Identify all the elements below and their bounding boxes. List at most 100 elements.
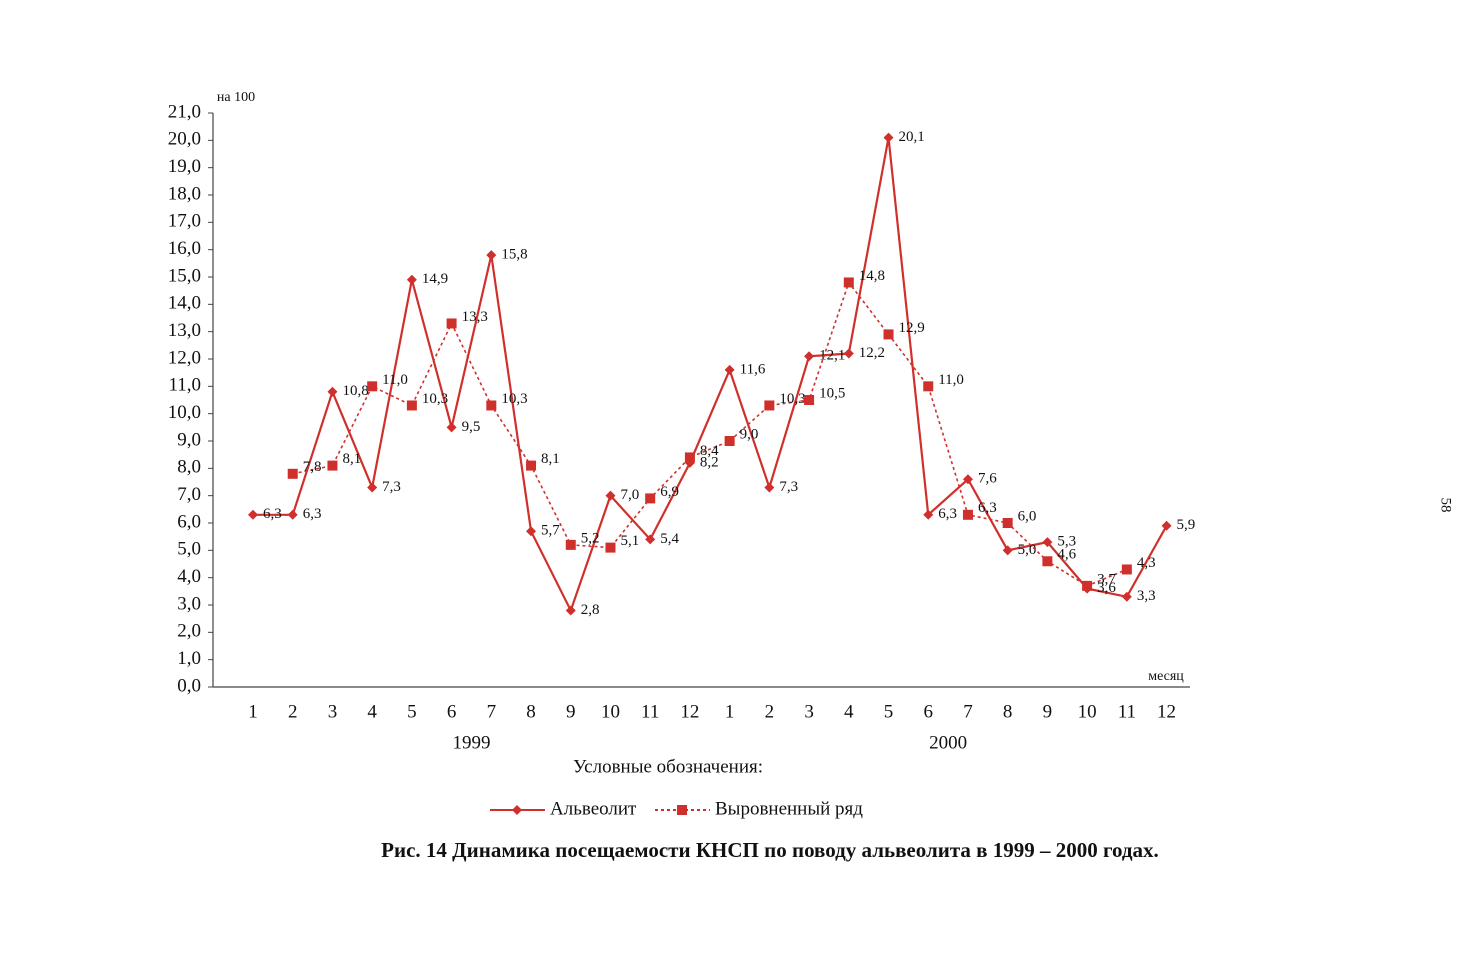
y-tick-label: 10,0: [168, 402, 201, 423]
y-tick-label: 3,0: [177, 593, 201, 614]
point: [446, 422, 457, 433]
x-tick-label: 3: [804, 701, 814, 722]
data-label: 10,3: [422, 391, 448, 407]
y-tick-label: 0,0: [177, 675, 201, 696]
y-axis-label: на 100: [217, 90, 255, 105]
x-tick-label: 2: [765, 701, 775, 722]
point: [526, 460, 537, 471]
data-label: 10,5: [819, 385, 845, 401]
data-label: 10,3: [779, 391, 805, 407]
data-label: 5,3: [1057, 534, 1076, 550]
data-label: 7,3: [382, 479, 401, 495]
data-label: 5,1: [620, 533, 639, 549]
data-label: 5,9: [1177, 517, 1196, 533]
data-label: 3,6: [1097, 580, 1116, 596]
y-tick-label: 12,0: [168, 347, 201, 368]
data-label: 11,6: [740, 361, 766, 377]
point: [406, 274, 417, 285]
x-tick-label: 9: [566, 701, 576, 722]
caption: Рис. 14 Динамика посещаемости КНСП по по…: [381, 838, 1159, 862]
data-label: 3,3: [1137, 588, 1156, 604]
data-label: 11,0: [382, 372, 408, 388]
point: [764, 400, 775, 411]
point: [1002, 518, 1013, 528]
point: [327, 386, 338, 397]
point: [923, 509, 934, 520]
point: [406, 400, 417, 411]
legend-label: Альвеолит: [550, 798, 637, 819]
data-label: 9,5: [462, 419, 481, 435]
point: [327, 460, 338, 471]
x-tick-label: 6: [447, 701, 457, 722]
y-tick-label: 1,0: [177, 648, 201, 669]
data-label: 6,9: [660, 484, 679, 500]
x-tick-label: 11: [641, 701, 659, 722]
y-tick-label: 20,0: [168, 129, 201, 150]
data-label: 15,8: [501, 247, 527, 263]
point: [446, 318, 457, 329]
point: [1082, 580, 1093, 591]
data-label: 8,4: [700, 443, 719, 459]
point: [804, 395, 815, 405]
data-label: 6,3: [938, 506, 957, 522]
data-label: 20,1: [899, 129, 925, 145]
data-label: 8,1: [541, 451, 560, 467]
data-label: 5,0: [1018, 542, 1037, 558]
y-tick-label: 7,0: [177, 484, 201, 505]
data-label: 8,2: [700, 454, 719, 470]
x-tick-label: 4: [844, 701, 854, 722]
data-label: 5,4: [660, 531, 679, 547]
series-line: [253, 137, 1168, 614]
point: [565, 539, 576, 550]
x-tick-label: 7: [487, 701, 497, 722]
x-tick-label: 1: [725, 701, 735, 722]
x-tick-label: 12: [1157, 701, 1176, 722]
x-tick-label: 11: [1118, 701, 1136, 722]
series-line: [292, 280, 1128, 587]
point: [962, 474, 973, 485]
data-label: 2,8: [581, 602, 600, 618]
x-tick-label: 10: [1078, 701, 1097, 722]
y-tick-label: 6,0: [177, 511, 201, 532]
point: [565, 605, 576, 616]
point: [248, 509, 258, 520]
data-label: 12,9: [899, 320, 925, 336]
point: [486, 400, 497, 411]
x-tick-label: 12: [680, 701, 699, 722]
data-label: 6,3: [263, 506, 282, 522]
data-label: 5,2: [581, 530, 600, 546]
point: [645, 534, 656, 545]
point: [764, 482, 775, 493]
point: [645, 493, 656, 504]
x-group-label: 2000: [929, 732, 967, 753]
data-label: 4,6: [1057, 547, 1076, 563]
data-label: 6,3: [978, 500, 997, 516]
point: [287, 509, 298, 520]
point: [684, 452, 695, 463]
data-label: 6,0: [1018, 508, 1037, 524]
point: [883, 132, 894, 143]
y-tick-label: 9,0: [177, 429, 201, 450]
point: [367, 381, 378, 392]
y-tick-label: 21,0: [168, 101, 201, 122]
x-tick-label: 10: [601, 701, 620, 722]
point: [1161, 520, 1172, 531]
y-tick-label: 18,0: [168, 183, 201, 204]
point: [1121, 591, 1132, 602]
data-label: 8,1: [342, 451, 361, 467]
point: [1002, 545, 1013, 556]
legend-marker: [677, 805, 687, 815]
data-label: 6,3: [303, 506, 322, 522]
x-tick-label: 8: [1003, 701, 1013, 722]
page-number: 58: [1438, 498, 1454, 513]
point: [367, 482, 378, 493]
data-label: 9,0: [740, 426, 759, 442]
data-label: 12,2: [859, 345, 885, 361]
point: [843, 348, 854, 359]
y-tick-label: 17,0: [168, 211, 201, 232]
point: [724, 364, 735, 375]
y-tick-label: 13,0: [168, 320, 201, 341]
data-label: 7,8: [303, 459, 322, 475]
data-label: 3,7: [1097, 571, 1116, 587]
